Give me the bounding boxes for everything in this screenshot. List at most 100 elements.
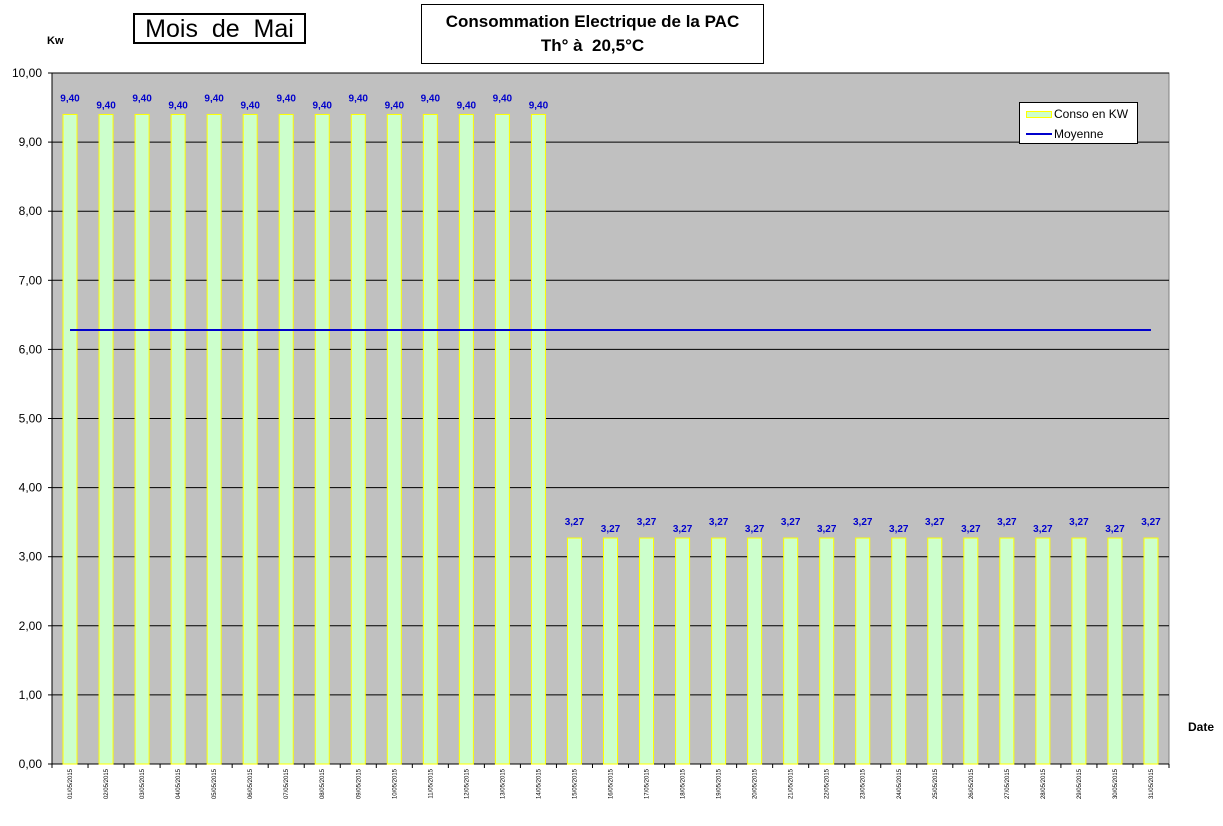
bar <box>278 113 294 765</box>
y-tick-label: 9,00 <box>19 135 43 149</box>
bar <box>98 113 114 765</box>
y-tick-label: 6,00 <box>19 342 43 356</box>
legend-swatch-line <box>1026 133 1052 135</box>
bar <box>350 113 366 765</box>
x-axis-label: Date <box>1188 720 1215 734</box>
bar <box>422 113 438 765</box>
bar <box>242 113 258 765</box>
data-label: 3,27 <box>1141 517 1161 528</box>
data-label: 3,27 <box>1105 524 1125 535</box>
bar <box>206 113 222 765</box>
x-tick-label: 19/05/2015 <box>717 768 723 799</box>
y-tick-label: 3,00 <box>19 550 43 564</box>
bar <box>1143 537 1159 765</box>
chart-legend: Conso en KW Moyenne <box>1019 102 1138 144</box>
data-label: 9,40 <box>204 93 224 104</box>
x-tick-label: 28/05/2015 <box>1041 768 1047 799</box>
data-label: 9,40 <box>457 100 477 111</box>
x-tick-label: 01/05/2015 <box>68 768 74 799</box>
bar <box>927 537 943 765</box>
bar <box>855 537 871 765</box>
bar <box>530 113 546 765</box>
legend-swatch-bar <box>1026 110 1052 118</box>
y-tick-label: 1,00 <box>19 688 43 702</box>
x-tick-label: 27/05/2015 <box>1005 768 1011 799</box>
bar <box>170 113 186 765</box>
x-tick-label: 12/05/2015 <box>464 768 470 799</box>
data-label: 9,40 <box>493 93 513 104</box>
bar <box>747 537 763 765</box>
x-tick-label: 20/05/2015 <box>753 768 759 799</box>
data-label: 3,27 <box>1069 517 1089 528</box>
legend-label-moyenne: Moyenne <box>1054 127 1104 141</box>
y-axis-label: Kw <box>47 35 64 47</box>
y-tick-label: 0,00 <box>19 757 43 771</box>
bar <box>639 537 655 765</box>
data-label: 3,27 <box>853 517 873 528</box>
bar <box>1071 537 1087 765</box>
x-tick-label: 23/05/2015 <box>861 768 867 799</box>
bar <box>62 113 78 765</box>
data-label: 9,40 <box>276 93 296 104</box>
data-label: 3,27 <box>565 517 585 528</box>
data-label: 9,40 <box>313 100 333 111</box>
x-tick-label: 04/05/2015 <box>176 768 182 799</box>
data-label: 3,27 <box>889 524 909 535</box>
chart-title-box: Consommation Electrique de la PAC Th° à … <box>421 4 764 64</box>
chart-title-line1: Consommation Electrique de la PAC <box>445 12 740 31</box>
y-tick-label: 7,00 <box>19 273 43 287</box>
x-tick-label: 22/05/2015 <box>825 768 831 799</box>
x-tick-label: 07/05/2015 <box>284 768 290 799</box>
bar <box>711 537 727 765</box>
y-tick-label: 2,00 <box>19 619 43 633</box>
data-label: 3,27 <box>709 517 729 528</box>
x-tick-label: 10/05/2015 <box>392 768 398 799</box>
x-tick-label: 14/05/2015 <box>536 768 542 799</box>
data-label: 3,27 <box>637 517 657 528</box>
bar <box>494 113 510 765</box>
x-tick-label: 29/05/2015 <box>1077 768 1083 799</box>
data-label: 9,40 <box>349 93 369 104</box>
data-label: 3,27 <box>601 524 621 535</box>
bar <box>783 537 799 765</box>
bar <box>134 113 150 765</box>
y-tick-label: 4,00 <box>19 481 43 495</box>
bar <box>603 537 618 765</box>
x-tick-label: 06/05/2015 <box>248 768 254 799</box>
x-tick-label: 13/05/2015 <box>500 768 506 799</box>
data-label: 9,40 <box>96 100 116 111</box>
x-tick-label: 02/05/2015 <box>104 768 110 799</box>
chart-title-line2: Th° à 20,5°C <box>540 36 645 55</box>
x-tick-label: 24/05/2015 <box>897 768 903 799</box>
data-label: 3,27 <box>997 517 1017 528</box>
x-tick-label: 15/05/2015 <box>572 768 578 799</box>
x-tick-label: 30/05/2015 <box>1113 768 1119 799</box>
data-label: 9,40 <box>385 100 405 111</box>
bar <box>458 113 474 765</box>
bar <box>386 113 402 765</box>
x-tick-label: 17/05/2015 <box>645 768 651 799</box>
data-label: 9,40 <box>60 93 80 104</box>
data-label: 3,27 <box>673 524 693 535</box>
x-tick-label: 05/05/2015 <box>212 768 218 799</box>
data-label: 3,27 <box>781 517 801 528</box>
data-label: 9,40 <box>421 93 441 104</box>
x-tick-label: 26/05/2015 <box>969 768 975 799</box>
legend-item-conso: Conso en KW <box>1026 106 1128 122</box>
bar <box>963 537 979 765</box>
bar <box>314 113 330 765</box>
month-title: Mois de Mai <box>133 13 306 44</box>
legend-label-conso: Conso en KW <box>1054 107 1129 121</box>
bar <box>1107 537 1123 765</box>
x-tick-label: 03/05/2015 <box>140 768 146 799</box>
y-tick-label: 8,00 <box>19 204 43 218</box>
data-label: 9,40 <box>529 100 549 111</box>
bar <box>999 537 1015 765</box>
data-label: 3,27 <box>925 517 945 528</box>
x-tick-label: 21/05/2015 <box>789 768 795 799</box>
data-label: 3,27 <box>1033 524 1053 535</box>
legend-item-moyenne: Moyenne <box>1026 126 1103 142</box>
data-label: 9,40 <box>240 100 260 111</box>
x-tick-label: 25/05/2015 <box>933 768 939 799</box>
